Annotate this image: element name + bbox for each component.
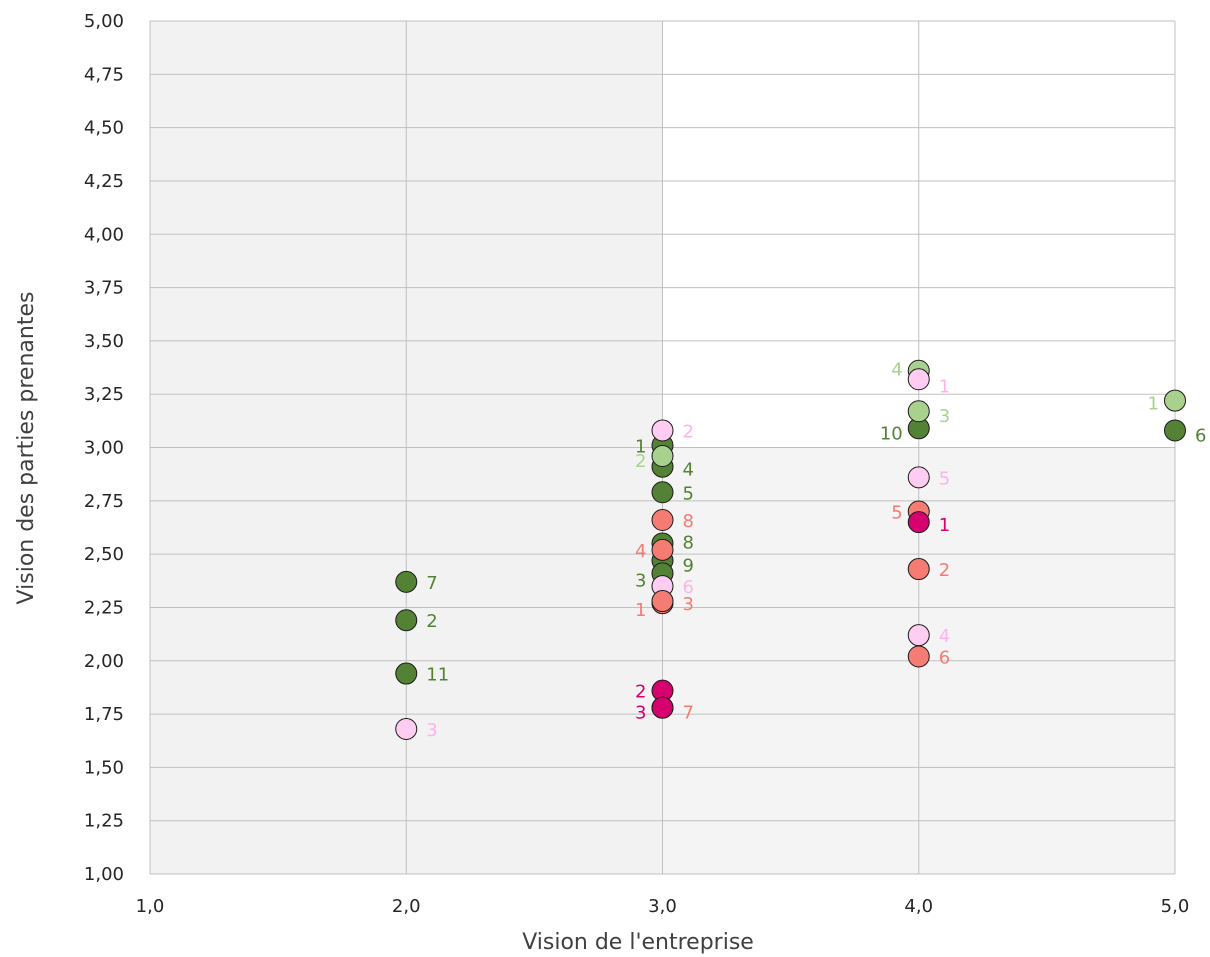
y-tick-label: 2,75 [84,491,124,512]
data-point [395,570,418,593]
data-point [907,400,930,423]
y-tick-label: 1,75 [84,704,124,725]
data-label: 1 [635,600,646,621]
y-tick-label: 3,00 [84,438,124,459]
x-tick-labels: 1,0 2,0 3,0 4,0 5,0 [136,896,1190,917]
data-label: 5 [891,502,902,523]
data-label: 7 [683,703,694,724]
x-tick-label: 4,0 [904,896,933,917]
y-tick-label: 3,50 [84,331,124,352]
x-tick-label: 5,0 [1161,896,1190,917]
y-tick-label: 3,25 [84,384,124,405]
data-point [907,368,930,391]
data-point [907,466,930,489]
data-point [1164,389,1186,412]
x-axis-title: Vision de l'entreprise [522,930,754,955]
data-label: 4 [683,460,694,481]
y-tick-label: 2,00 [84,651,124,672]
data-label: 3 [635,703,646,724]
data-label: 4 [939,626,950,647]
data-label: 8 [683,511,694,532]
x-tick-label: 3,0 [648,896,677,917]
data-point [651,696,674,719]
data-label: 4 [635,541,646,562]
data-label: 6 [683,577,694,598]
data-label: 1 [1148,394,1159,415]
data-label: 5 [939,468,950,489]
y-tick-label: 2,50 [84,544,124,565]
data-label: 2 [939,560,950,581]
data-label: 5 [683,483,694,504]
data-label: 8 [683,532,694,553]
data-label: 3 [683,594,694,615]
y-tick-label: 1,50 [84,757,124,778]
y-tick-label: 1,25 [84,811,124,832]
data-point [907,645,930,668]
y-tick-label: 4,00 [84,224,124,245]
data-label: 1 [939,376,950,397]
data-point [395,662,418,685]
data-point [907,624,930,647]
data-point [1164,419,1186,442]
data-label: 1 [635,436,646,457]
data-point [651,538,674,561]
data-label: 1 [939,515,950,536]
data-label: 6 [939,647,950,668]
data-points [395,359,1186,740]
data-label: 11 [426,665,449,686]
data-label: 2 [635,451,646,472]
data-point [651,481,674,504]
data-point [907,511,930,534]
data-label: 4 [891,360,902,381]
y-tick-label: 4,25 [84,171,124,192]
data-label: 2 [426,611,437,632]
y-tick-label: 4,50 [84,118,124,139]
y-tick-labels: 1,00 1,25 1,50 1,75 2,00 2,25 2,50 2,75 3,00 3,25… [84,11,124,885]
y-tick-label: 2,25 [84,597,124,618]
data-label: 10 [880,423,903,444]
y-axis-title: Vision des parties prenantes [14,292,39,605]
data-label: 7 [426,573,437,594]
data-point [907,558,930,581]
x-tick-label: 2,0 [392,896,421,917]
data-label: 3 [939,406,950,427]
data-label: 3 [635,570,646,591]
data-label: 6 [1195,425,1206,446]
data-label: 2 [683,421,694,442]
data-label: 2 [635,682,646,703]
x-tick-label: 1,0 [136,896,165,917]
data-point [651,445,674,468]
data-point [651,590,674,613]
y-tick-label: 1,00 [84,864,124,885]
data-label: 3 [426,720,437,741]
data-point [651,419,674,442]
y-tick-label: 5,00 [84,11,124,32]
data-point [395,717,418,740]
data-point [395,609,418,632]
data-label: 9 [683,556,694,577]
data-point [651,509,674,532]
y-tick-label: 3,75 [84,278,124,299]
y-tick-label: 4,75 [84,64,124,85]
